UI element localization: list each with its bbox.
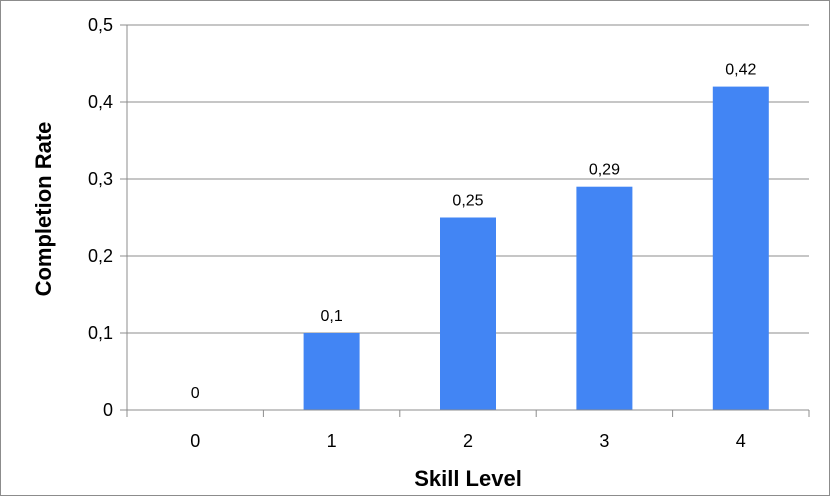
data-label-1: 0,1 [320, 308, 342, 325]
y-tick-label-0: 0 [103, 400, 113, 420]
x-tick-label-1: 1 [327, 431, 337, 451]
bar-4 [712, 86, 769, 410]
gridlines [127, 24, 809, 334]
data-label-4: 0,42 [725, 62, 756, 79]
x-axis-title: Skill Level [414, 466, 522, 491]
y-tick-label-4: 0,4 [88, 92, 113, 112]
x-tick-label-0: 0 [190, 431, 200, 451]
data-label-0: 0 [191, 385, 200, 402]
x-tick-label-2: 2 [463, 431, 473, 451]
bar-1 [303, 333, 360, 410]
axes: 0 0,1 0,2 0,3 0,4 0,5 0 1 2 3 4 [88, 15, 810, 451]
bar-2 [440, 217, 496, 410]
y-tick-label-2: 0,2 [88, 246, 113, 266]
data-label-2: 0,25 [452, 193, 483, 210]
bars [303, 86, 769, 410]
y-tick-label-1: 0,1 [88, 323, 113, 343]
data-labels: 0 0,1 0,25 0,29 0,42 [191, 62, 757, 402]
x-tick-label-4: 4 [736, 431, 746, 451]
data-label-3: 0,29 [589, 162, 620, 179]
y-tick-label-3: 0,3 [88, 169, 113, 189]
x-tick-label-3: 3 [599, 431, 609, 451]
y-tick-label-5: 0,5 [88, 15, 113, 35]
y-axis-title: Completion Rate [31, 122, 56, 297]
bar-3 [576, 186, 633, 410]
